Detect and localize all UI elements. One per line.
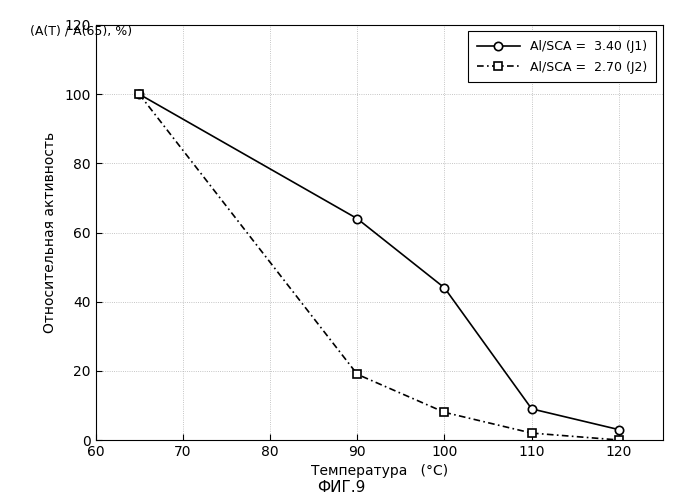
Legend: Al/SCA =  3.40 (J1), Al/SCA =  2.70 (J2): Al/SCA = 3.40 (J1), Al/SCA = 2.70 (J2) [468,31,656,82]
Line: Al/SCA =  2.70 (J2): Al/SCA = 2.70 (J2) [135,90,623,444]
Al/SCA =  2.70 (J2) [527,430,535,436]
Line: Al/SCA =  3.40 (J1): Al/SCA = 3.40 (J1) [135,90,623,434]
X-axis label: Температура   (°C): Температура (°C) [311,464,447,478]
Al/SCA =  3.40 (J1) [441,285,449,291]
Al/SCA =  2.70 (J2) [353,372,361,378]
Al/SCA =  2.70 (J2) [441,410,449,416]
Al/SCA =  2.70 (J2) [615,437,623,443]
Al/SCA =  3.40 (J1) [615,426,623,432]
Al/SCA =  3.40 (J1) [527,406,535,412]
Text: (A(T) / A(65), %): (A(T) / A(65), %) [31,25,133,38]
Text: ФИГ.9: ФИГ.9 [318,480,365,495]
Y-axis label: Относительная активность: Относительная активность [44,132,57,333]
Al/SCA =  3.40 (J1) [135,91,143,97]
Al/SCA =  2.70 (J2) [135,91,143,97]
Al/SCA =  3.40 (J1) [353,216,361,222]
